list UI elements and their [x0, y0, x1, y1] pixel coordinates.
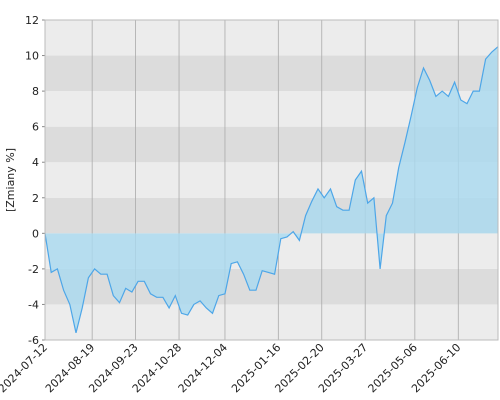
y-tick-label: -4 — [28, 298, 39, 311]
area-fill — [45, 46, 498, 333]
plot-border — [44, 19, 499, 341]
line — [44, 46, 499, 334]
y-tick-label: 6 — [32, 121, 39, 134]
y-tick-label: 10 — [25, 50, 39, 63]
y-tick-label: -6 — [28, 334, 39, 347]
y-tick-label: 2 — [32, 192, 39, 205]
band — [45, 304, 498, 340]
y-axis-label: [Zmiany %] — [4, 148, 17, 212]
x-tick-label: 2024-12-04 — [176, 341, 230, 395]
y-tick-label: -2 — [28, 263, 39, 276]
y-tick-label: 4 — [32, 156, 39, 169]
y-tick-label: 12 — [25, 14, 39, 27]
y-tick-label: 8 — [32, 85, 39, 98]
y-tick-label: 0 — [32, 227, 39, 240]
band — [45, 20, 498, 56]
